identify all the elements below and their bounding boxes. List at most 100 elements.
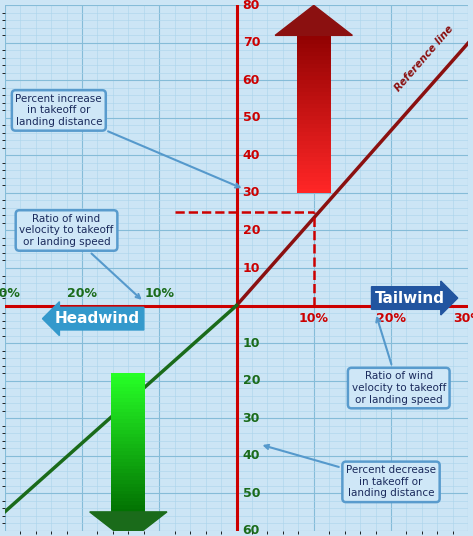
Bar bbox=[297, 121, 331, 124]
Bar bbox=[297, 100, 331, 104]
Bar bbox=[297, 124, 331, 129]
Text: 40: 40 bbox=[243, 149, 260, 162]
Bar bbox=[111, 419, 145, 423]
Text: 30: 30 bbox=[243, 187, 260, 199]
Bar bbox=[111, 448, 145, 451]
Bar bbox=[297, 165, 331, 169]
Bar bbox=[297, 48, 331, 52]
Text: Reference line: Reference line bbox=[393, 23, 455, 93]
Bar bbox=[297, 92, 331, 96]
Bar bbox=[297, 148, 331, 153]
Text: 30: 30 bbox=[243, 412, 260, 425]
Bar bbox=[297, 108, 331, 113]
Bar bbox=[111, 391, 145, 394]
Bar bbox=[297, 44, 331, 48]
Bar bbox=[297, 173, 331, 177]
Bar bbox=[297, 96, 331, 100]
Bar bbox=[111, 487, 145, 490]
Bar bbox=[111, 501, 145, 505]
Text: 10: 10 bbox=[243, 337, 260, 349]
Bar bbox=[111, 401, 145, 405]
Bar bbox=[111, 455, 145, 459]
Bar bbox=[111, 494, 145, 498]
Bar bbox=[111, 509, 145, 512]
Bar bbox=[111, 490, 145, 494]
Text: Ratio of wind
velocity to takeoff
or landing speed: Ratio of wind velocity to takeoff or lan… bbox=[19, 214, 140, 299]
Bar bbox=[297, 52, 331, 56]
Bar bbox=[111, 377, 145, 380]
Bar bbox=[297, 80, 331, 84]
Bar bbox=[111, 430, 145, 434]
Bar bbox=[297, 56, 331, 60]
Text: 60: 60 bbox=[243, 524, 260, 536]
Bar bbox=[111, 459, 145, 462]
Bar bbox=[297, 116, 331, 121]
Bar bbox=[111, 477, 145, 480]
Bar bbox=[111, 434, 145, 437]
Bar bbox=[111, 384, 145, 388]
Bar bbox=[297, 185, 331, 189]
Text: Ratio of wind
velocity to takeoff
or landing speed: Ratio of wind velocity to takeoff or lan… bbox=[351, 318, 446, 405]
Bar bbox=[111, 405, 145, 408]
Text: 40: 40 bbox=[243, 449, 260, 462]
Bar bbox=[297, 129, 331, 132]
Bar bbox=[111, 394, 145, 398]
Bar bbox=[111, 427, 145, 430]
Bar bbox=[297, 60, 331, 64]
Bar bbox=[111, 408, 145, 412]
Bar bbox=[297, 84, 331, 88]
Bar bbox=[111, 470, 145, 473]
Bar bbox=[111, 473, 145, 477]
Text: 10: 10 bbox=[243, 262, 260, 274]
Bar bbox=[297, 181, 331, 185]
Text: 20: 20 bbox=[243, 374, 260, 387]
Text: 60: 60 bbox=[243, 74, 260, 87]
Text: 10%: 10% bbox=[299, 312, 329, 325]
Text: 10%: 10% bbox=[144, 287, 174, 300]
Bar bbox=[111, 388, 145, 391]
Bar bbox=[297, 76, 331, 80]
Bar bbox=[297, 189, 331, 193]
Polygon shape bbox=[90, 512, 167, 536]
Bar bbox=[111, 466, 145, 470]
Bar bbox=[297, 132, 331, 137]
Bar bbox=[111, 462, 145, 466]
Text: Percent increase
in takeoff or
landing distance: Percent increase in takeoff or landing d… bbox=[16, 94, 239, 188]
Text: 20: 20 bbox=[243, 224, 260, 237]
Text: 50: 50 bbox=[243, 111, 260, 124]
Bar bbox=[111, 451, 145, 455]
Bar bbox=[297, 72, 331, 76]
Bar bbox=[297, 161, 331, 165]
Bar bbox=[111, 398, 145, 401]
Bar bbox=[297, 145, 331, 148]
Bar bbox=[297, 64, 331, 68]
Bar bbox=[297, 140, 331, 145]
Bar bbox=[111, 512, 145, 516]
Bar bbox=[111, 416, 145, 419]
Bar bbox=[297, 104, 331, 108]
Text: Percent decrease
in takeoff or
landing distance: Percent decrease in takeoff or landing d… bbox=[264, 445, 436, 498]
Bar bbox=[111, 423, 145, 427]
Bar bbox=[297, 153, 331, 157]
Text: 20%: 20% bbox=[67, 287, 97, 300]
Text: Tailwind: Tailwind bbox=[376, 291, 445, 306]
Bar bbox=[297, 40, 331, 44]
Bar bbox=[111, 437, 145, 441]
Text: 80: 80 bbox=[243, 0, 260, 12]
Bar bbox=[111, 412, 145, 416]
Text: Headwind: Headwind bbox=[55, 311, 140, 326]
Bar bbox=[111, 373, 145, 377]
Bar bbox=[297, 137, 331, 140]
Bar bbox=[297, 32, 331, 36]
Bar bbox=[297, 157, 331, 161]
Text: 30%: 30% bbox=[453, 312, 473, 325]
Bar bbox=[297, 113, 331, 116]
Bar bbox=[111, 444, 145, 448]
Text: 70: 70 bbox=[243, 36, 260, 49]
Bar bbox=[297, 68, 331, 72]
Bar bbox=[111, 480, 145, 483]
Bar bbox=[111, 505, 145, 509]
Text: 30%: 30% bbox=[0, 287, 20, 300]
Bar bbox=[297, 169, 331, 173]
Text: 50: 50 bbox=[243, 487, 260, 500]
